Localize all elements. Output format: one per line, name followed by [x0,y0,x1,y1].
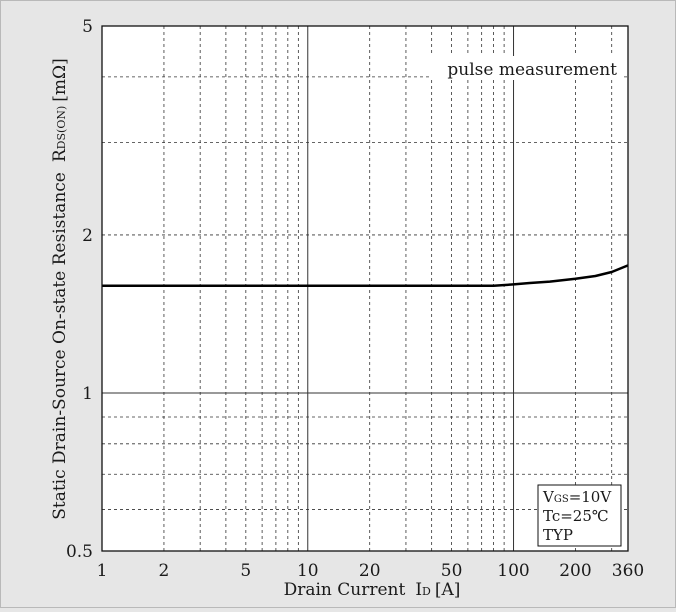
plot-area [102,26,628,551]
y-tick-label: 5 [82,17,93,37]
series-line [102,264,629,288]
x-tick-label: 100 [497,561,529,581]
y-axis-label: Static Drain-Source On-state ResistanceR… [50,58,70,520]
legend-box: VGS=10V Tc=25℃ TYP [537,484,622,547]
legend-vgs: VGS=10V [542,488,612,506]
data-series [102,264,629,288]
x-tick-label: 2 [159,561,170,581]
legend-tc: Tc=25℃ [543,507,609,525]
x-tick-label: 20 [359,561,381,581]
annotation-pulse-text: pulse measurement [447,60,617,80]
annotation-pulse: pulse measurement [431,56,621,80]
plot-border [101,25,629,552]
x-tick-label: 200 [559,561,591,581]
x-tick-label: 360 [612,561,644,581]
y-tick-label: 1 [82,384,93,404]
x-tick-label: 1 [97,561,108,581]
x-tick-label: 5 [240,561,251,581]
x-tick-labels: 1 2 5 10 20 50 100 200 360 [97,561,645,581]
y-tick-labels: 0.5 1 2 5 [66,17,93,562]
legend-typ: TYP [543,526,573,544]
y-tick-label: 2 [82,226,93,246]
y-tick-label: 0.5 [66,542,93,562]
x-tick-label: 10 [297,561,319,581]
x-axis-label: Drain Current ID [A] [284,580,461,600]
x-tick-label: 50 [441,561,463,581]
